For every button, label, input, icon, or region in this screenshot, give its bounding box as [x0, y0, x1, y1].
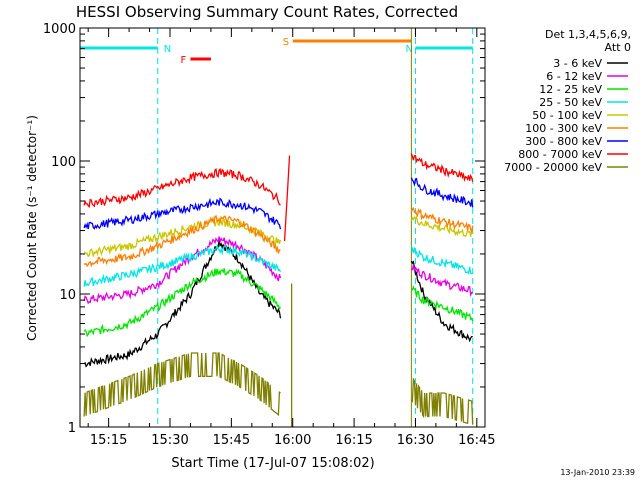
x-tick-label-3: 16:00 — [274, 433, 311, 448]
y-tick-label-3: 1000 — [43, 22, 76, 37]
legend-entry-label-3: 25 - 50 keV — [539, 96, 602, 109]
flag-label-F-2: F — [180, 55, 186, 66]
y-tick-label-2: 100 — [51, 155, 76, 170]
flag-label-S-3: S — [283, 37, 289, 48]
footer-timestamp: 13-Jan-2010 23:39 — [560, 468, 635, 477]
legend-title-line1: Det 1,3,4,5,6,9, — [545, 28, 631, 41]
legend-entry-label-7: 800 - 7000 keV — [518, 148, 602, 161]
series-trace-4-segment-0 — [83, 217, 282, 258]
legend-entry-label-5: 100 - 300 keV — [525, 122, 602, 135]
y-tick-label-1: 10 — [59, 288, 76, 303]
flag-label-N-1: N — [405, 44, 412, 55]
x-tick-label-6: 16:45 — [458, 433, 495, 448]
x-tick-label-1: 15:30 — [151, 433, 188, 448]
series-trace-3-segment-0 — [83, 244, 282, 287]
y-axis-label: Corrected Count Rate (s⁻¹ detector⁻¹) — [25, 115, 39, 341]
x-tick-label-2: 15:45 — [213, 433, 250, 448]
series-trace-8-segment-1 — [410, 377, 474, 425]
legend-entry-label-4: 50 - 100 keV — [532, 109, 602, 122]
series-trace-0-segment-0 — [83, 239, 282, 368]
plot-frame — [79, 27, 486, 428]
series-trace-2-segment-0 — [83, 268, 282, 338]
series-trace-8-segment-0 — [83, 352, 281, 417]
series-trace-1-segment-0 — [83, 236, 282, 305]
flag-label-N-0: N — [164, 44, 171, 55]
x-tick-label-0: 15:15 — [90, 433, 127, 448]
x-tick-label-5: 16:30 — [397, 433, 434, 448]
legend-entry-label-2: 12 - 25 keV — [539, 83, 602, 96]
legend-entry-label-6: 300 - 800 keV — [525, 135, 602, 148]
series-trace-0-segment-1 — [410, 260, 473, 343]
series-trace-7-segment-1 — [410, 153, 474, 183]
axes-layer: 1 10 100 1000 15:15 15:30 15:45 16:00 16:15 16:30… — [43, 22, 496, 448]
x-axis-label: Start Time (17-Jul-07 15:08:02) — [171, 456, 374, 471]
series-trace-5-segment-0 — [83, 214, 281, 268]
y-tick-label-0: 1 — [68, 421, 76, 436]
series-trace-5-segment-1 — [410, 207, 474, 234]
legend-entry-label-0: 3 - 6 keV — [553, 57, 602, 70]
x-tick-label-4: 16:15 — [335, 433, 372, 448]
series-trace-1-segment-1 — [411, 264, 473, 298]
series-trace-3-segment-1 — [410, 245, 474, 275]
legend-title-line2: Att 0 — [605, 41, 631, 54]
series-trace-6-segment-0 — [83, 197, 282, 230]
series-trace-4-segment-1 — [410, 214, 474, 238]
series-trace-6-segment-1 — [410, 177, 474, 208]
plot-layer: N NFS — [80, 28, 474, 427]
flare-spike — [283, 155, 291, 242]
chart-title: HESSI Observing Summary Count Rates, Cor… — [76, 3, 458, 21]
legend-entry-label-8: 7000 - 20000 keV — [504, 161, 602, 174]
series-trace-2-segment-1 — [411, 285, 474, 322]
legend-entry-label-1: 6 - 12 keV — [546, 70, 602, 83]
series-trace-7-segment-0 — [83, 167, 281, 209]
